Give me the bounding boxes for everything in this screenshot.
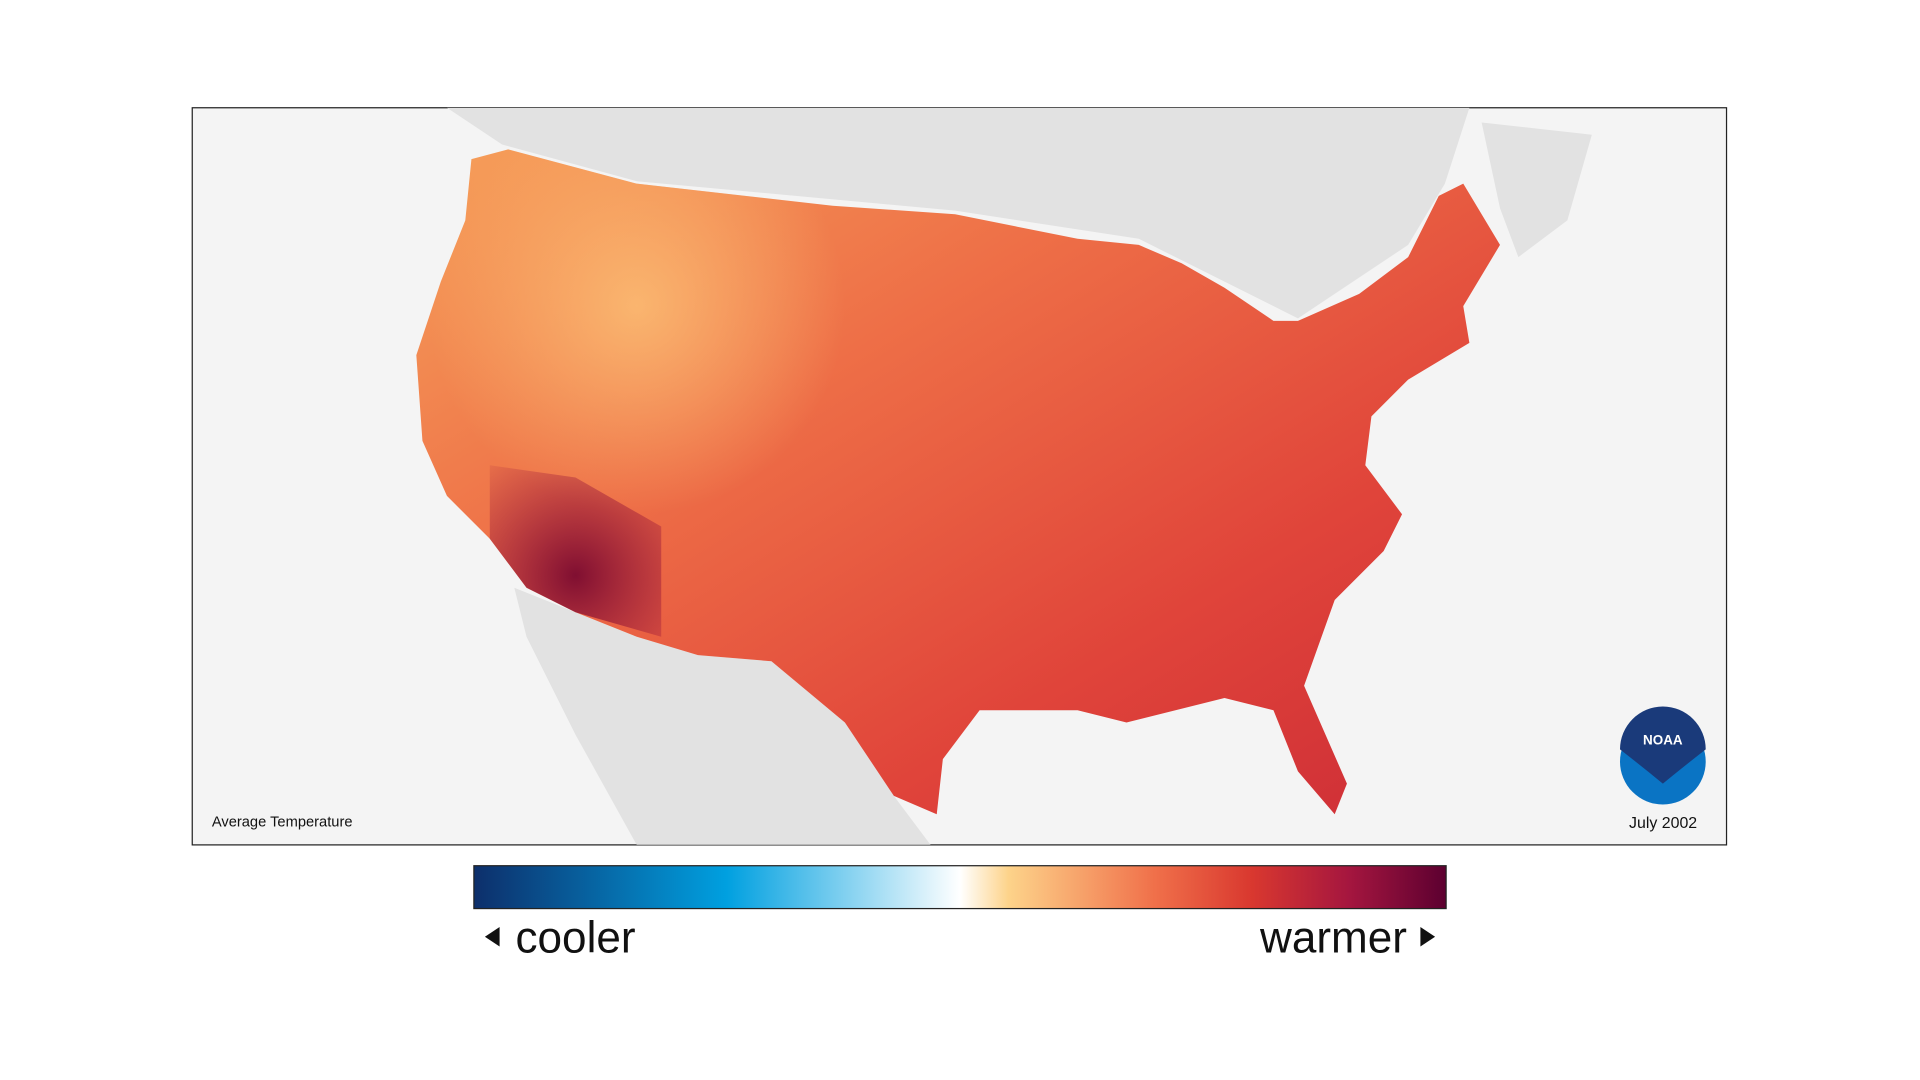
- map-caption: Average Temperature: [212, 815, 353, 831]
- mountain-cool-area: [416, 149, 1500, 815]
- map-date: July 2002: [1629, 815, 1697, 832]
- high-label: warmer: [1259, 914, 1407, 963]
- low-label: cooler: [516, 914, 636, 963]
- noaa-logo: NOAA: [1620, 706, 1706, 805]
- desert-hot-area: [489, 465, 662, 637]
- color-scale: [473, 865, 1447, 910]
- color-legend: cooler warmer: [473, 865, 1447, 963]
- left-arrow: [484, 926, 500, 947]
- conus-temperature: [416, 149, 1500, 815]
- map-frame: Average Temperature July 2002 NOAA: [191, 107, 1728, 846]
- right-arrow: [1420, 926, 1436, 947]
- canada-east: [1481, 122, 1592, 258]
- mexico: [514, 587, 931, 845]
- logo-text: NOAA: [1643, 732, 1683, 747]
- canada: [446, 107, 1470, 319]
